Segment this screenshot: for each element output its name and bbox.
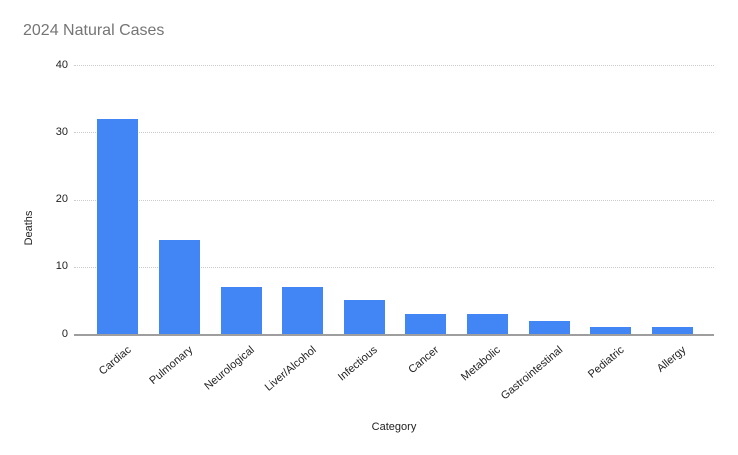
bar-liver-alcohol[interactable] [282, 286, 324, 334]
y-tick-label-30: 30 [55, 125, 68, 138]
bar-cardiac[interactable] [97, 118, 139, 334]
bar-metabolic[interactable] [466, 313, 508, 334]
chart-title: 2024 Natural Cases [23, 22, 165, 39]
x-tick-label-gastrointestinal: Gastrointestinal [498, 344, 565, 403]
x-axis-title: Category [371, 421, 417, 433]
bar-cancer[interactable] [405, 313, 447, 334]
y-tick-label-40: 40 [55, 58, 68, 71]
gridline-40 [74, 65, 714, 66]
bar-pulmonary[interactable] [158, 239, 200, 334]
x-tick-label-neurological: Neurological [202, 344, 257, 393]
gridline-30 [74, 132, 714, 134]
gridline-20 [74, 199, 714, 201]
x-axis-line [74, 334, 714, 336]
y-axis-title: Deaths [23, 210, 35, 246]
gridline-10 [74, 266, 714, 268]
x-tick-label-cancer: Cancer [406, 344, 442, 376]
bar-allergy[interactable] [651, 327, 693, 334]
x-tick-label-pediatric: Pediatric [585, 344, 627, 381]
bar-neurological[interactable] [220, 286, 262, 334]
x-tick-label-allergy: Allergy [654, 344, 688, 375]
bar-gastrointestinal[interactable] [528, 320, 570, 334]
bar-infectious[interactable] [343, 300, 385, 334]
x-tick-label-cardiac: Cardiac [96, 344, 134, 378]
x-tick-label-liver-alcohol: Liver/Alcohol [262, 344, 319, 394]
bar-pediatric[interactable] [590, 327, 632, 334]
x-tick-label-metabolic: Metabolic [459, 344, 504, 384]
y-tick-label-20: 20 [55, 193, 68, 205]
x-tick-label-pulmonary: Pulmonary [147, 344, 196, 387]
y-tick-label-0: 0 [61, 327, 68, 340]
x-tick-label-infectious: Infectious [336, 344, 380, 384]
y-tick-label-10: 10 [55, 260, 68, 273]
